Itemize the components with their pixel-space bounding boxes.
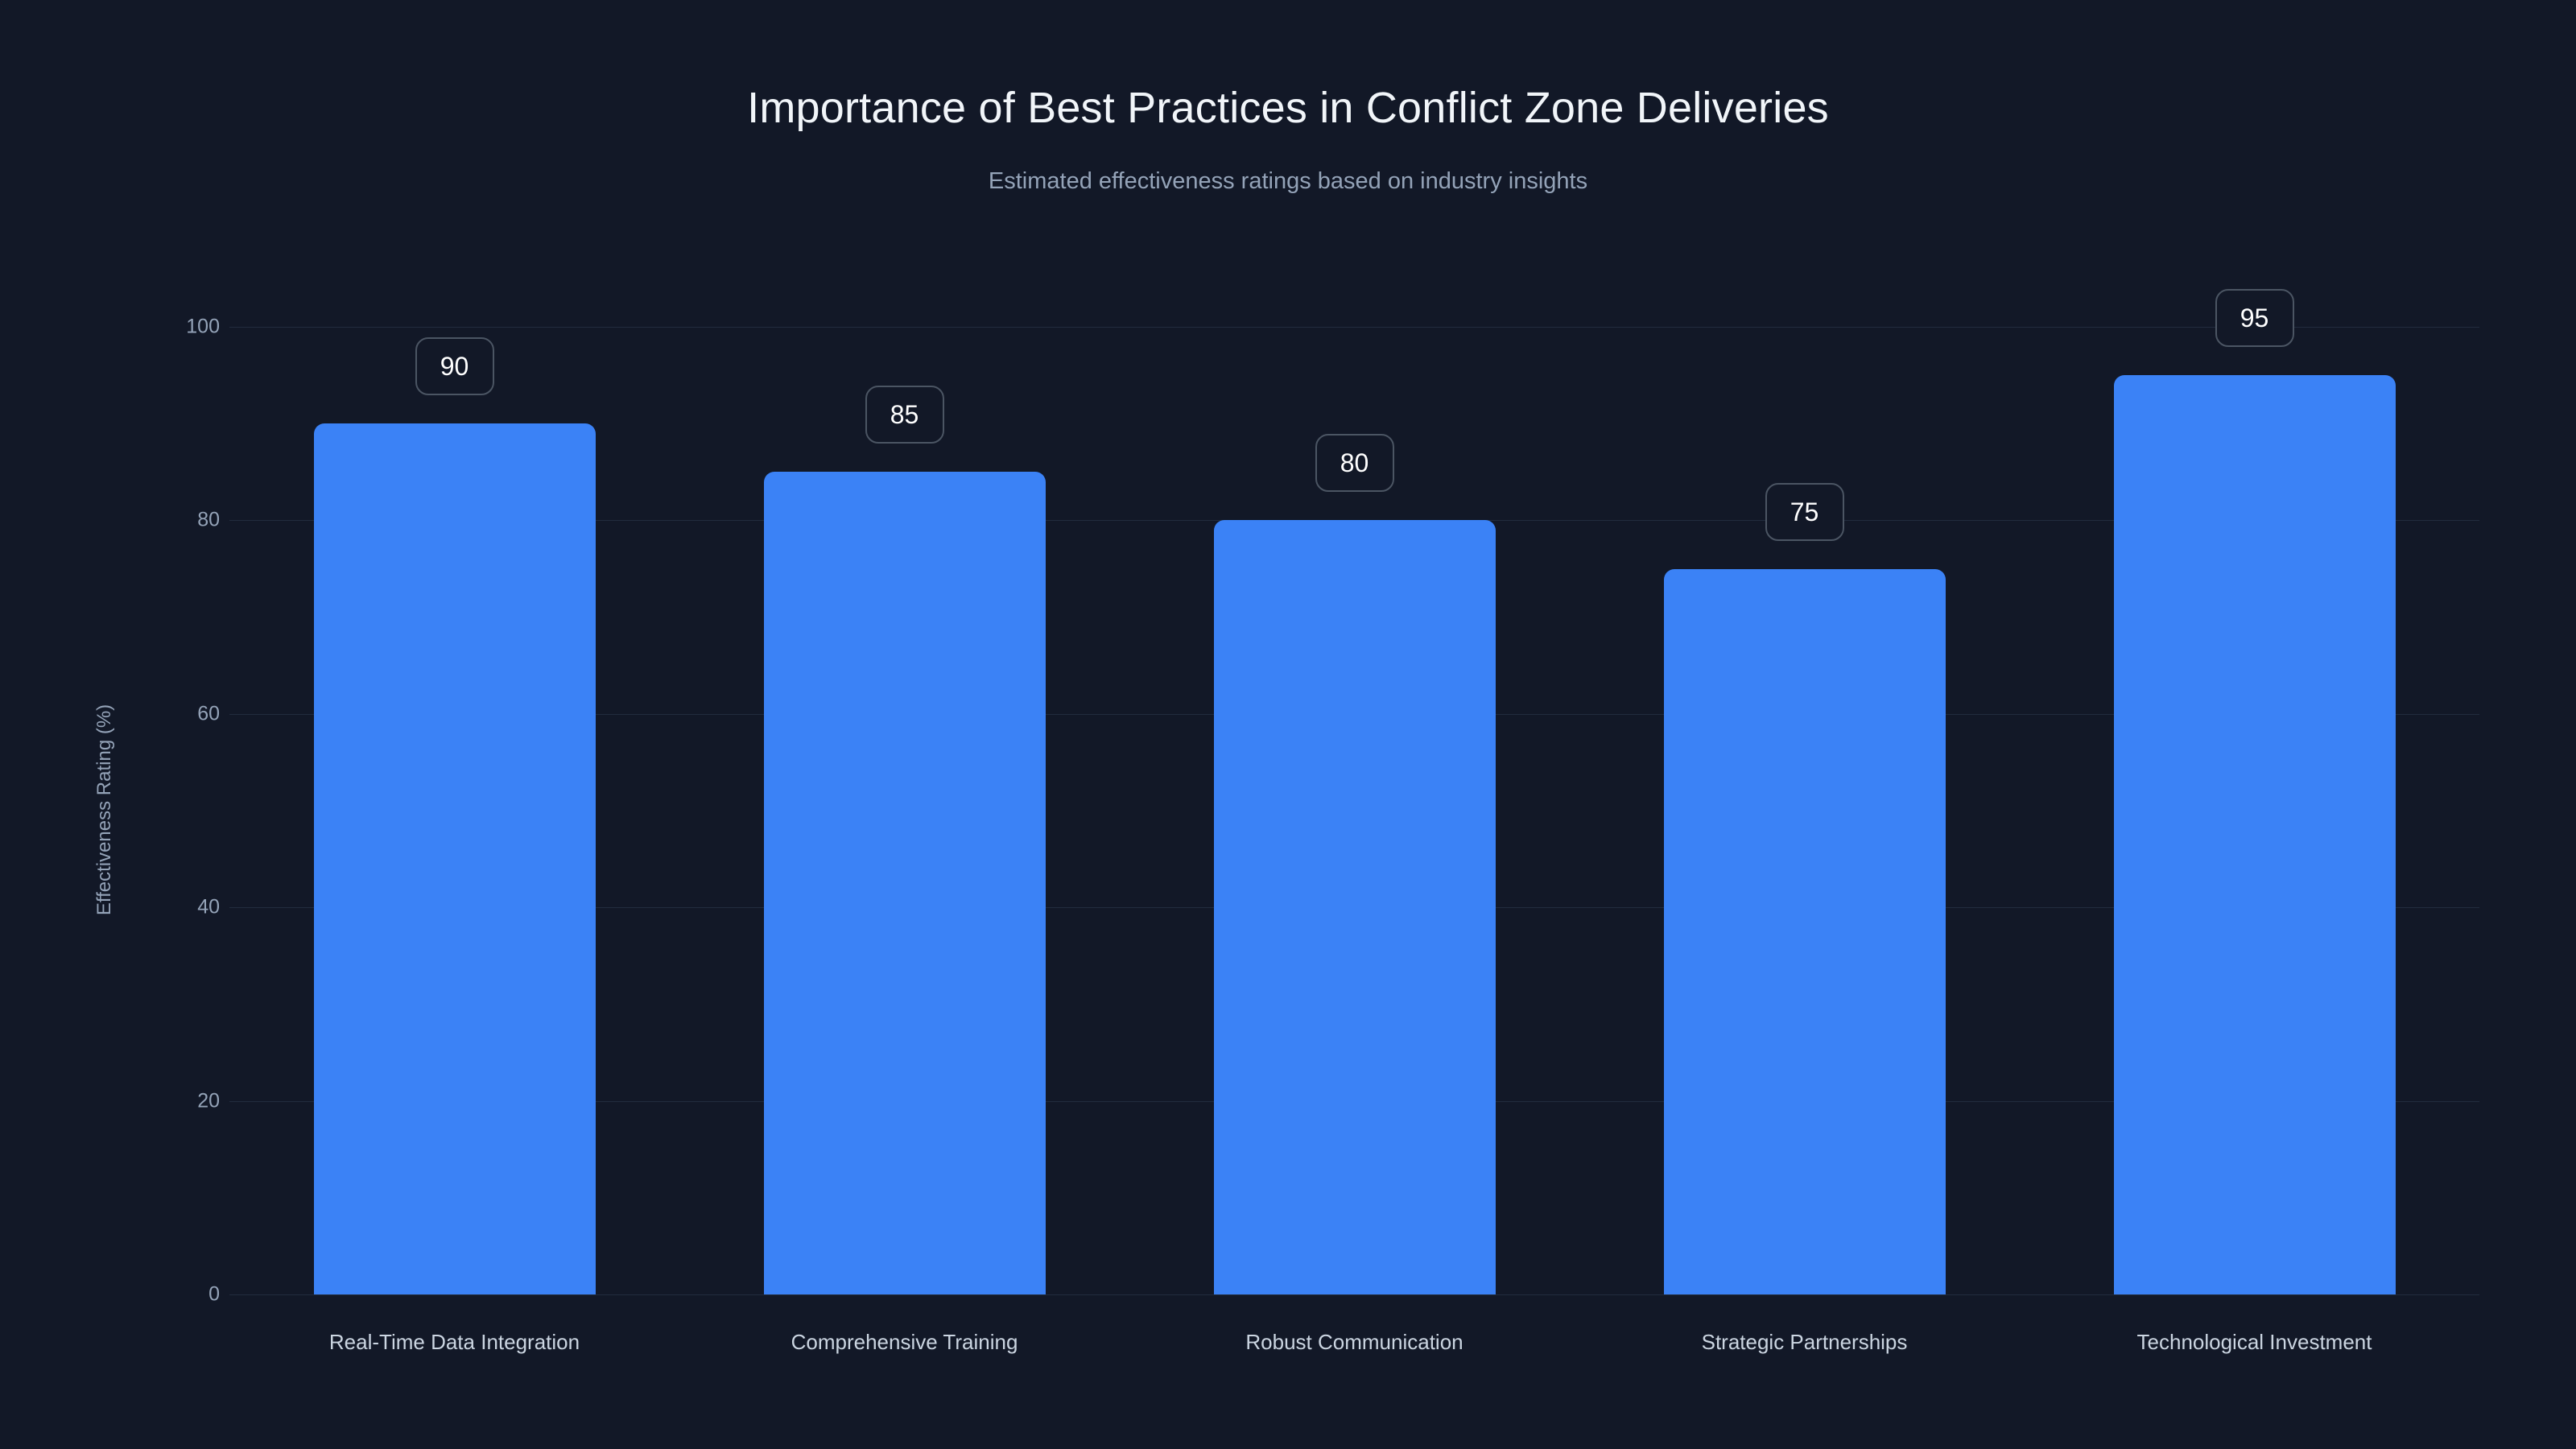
bar-value-badge: 85	[865, 386, 944, 444]
bar-value-badge: 95	[2215, 289, 2294, 348]
y-axis-tick-label: 20	[197, 1089, 220, 1113]
bar[interactable]	[313, 423, 596, 1294]
chart-title: Importance of Best Practices in Conflict…	[747, 84, 1829, 132]
chart-subtitle: Estimated effectiveness ratings based on…	[988, 168, 1588, 195]
bar[interactable]	[2113, 375, 2396, 1294]
x-axis-tick-label: Comprehensive Training	[791, 1330, 1018, 1354]
y-axis-tick-label: 80	[197, 508, 220, 531]
bar[interactable]	[1213, 520, 1496, 1294]
bar[interactable]	[1663, 568, 1946, 1294]
gridline	[229, 1294, 2479, 1295]
bar-value-badge: 90	[415, 337, 494, 396]
y-axis-tick-label: 100	[186, 315, 220, 338]
bar-value-badge: 80	[1315, 434, 1394, 493]
x-axis-tick-label: Real-Time Data Integration	[328, 1330, 580, 1354]
x-axis-tick-label: Strategic Partnerships	[1701, 1330, 1908, 1354]
plot-area: 0 20 40 60 80 100 90 85 80 75 95	[186, 289, 2479, 1306]
bar[interactable]	[763, 472, 1046, 1294]
bar-value-badge: 75	[1765, 482, 1844, 541]
y-axis-title: Effectiveness Rating (%)	[93, 704, 115, 916]
x-axis-tick-label: Robust Communication	[1245, 1330, 1463, 1354]
y-axis-tick-label: 60	[197, 702, 220, 725]
y-axis-tick-label: 40	[197, 895, 220, 919]
gridline	[229, 327, 2479, 328]
x-axis-tick-label: Technological Investment	[2136, 1330, 2372, 1354]
y-axis-tick-label: 0	[208, 1282, 220, 1306]
chart-header: Importance of Best Practices in Conflict…	[0, 0, 2576, 196]
